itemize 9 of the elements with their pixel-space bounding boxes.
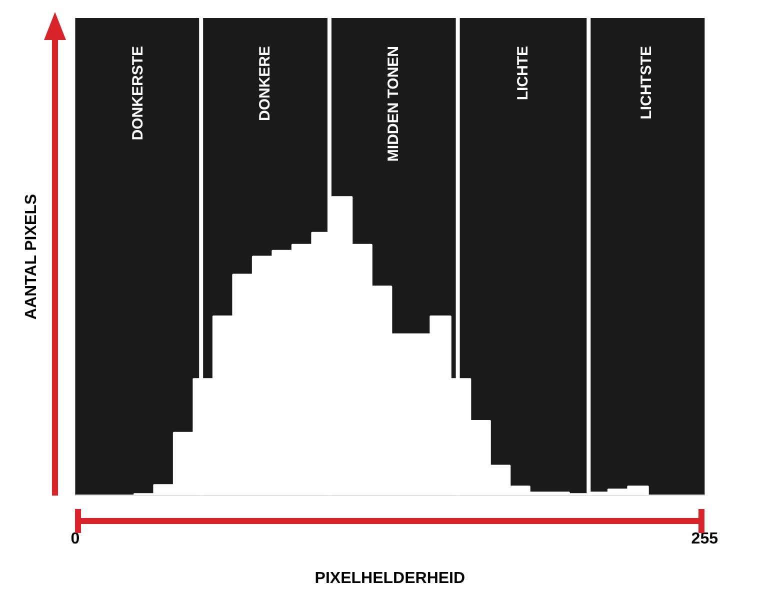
band-label: MIDDEN TONEN (384, 46, 402, 162)
band-label: DONKERE (256, 46, 274, 122)
x-tick-label: 255 (691, 530, 718, 548)
band-label: LICHTE (514, 46, 532, 100)
x-axis-title: PIXELHELDERHEID (314, 570, 466, 587)
y-axis-title: AANTAL PIXELS (23, 194, 40, 320)
band-label: DONKERSTE (129, 46, 146, 140)
band-label: LICHTSTE (638, 46, 655, 120)
x-tick-label: 0 (70, 530, 80, 548)
